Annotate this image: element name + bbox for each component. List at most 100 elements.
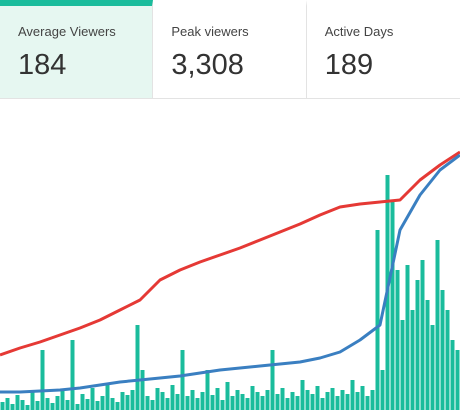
bar bbox=[240, 394, 245, 410]
stat-label: Peak viewers bbox=[171, 24, 249, 39]
bar bbox=[295, 396, 300, 410]
bar bbox=[420, 260, 425, 410]
bar bbox=[400, 320, 405, 410]
bar bbox=[390, 200, 395, 410]
bar bbox=[225, 382, 230, 410]
bar bbox=[50, 403, 55, 410]
bar bbox=[135, 325, 140, 410]
bar bbox=[205, 370, 210, 410]
bar bbox=[450, 340, 455, 410]
bar bbox=[365, 396, 370, 410]
bar bbox=[160, 392, 165, 410]
stat-label: Active Days bbox=[324, 24, 394, 39]
bar bbox=[265, 390, 270, 410]
bar bbox=[285, 398, 290, 410]
bar bbox=[340, 390, 345, 410]
bar bbox=[315, 386, 320, 410]
bar bbox=[200, 392, 205, 410]
stat-tab[interactable]: Average Viewers 184 bbox=[0, 0, 154, 98]
line bbox=[0, 153, 460, 394]
stat-tab[interactable]: Active Days 189 bbox=[307, 0, 460, 98]
bar bbox=[20, 400, 25, 410]
bar bbox=[15, 395, 20, 410]
bar bbox=[105, 385, 110, 410]
bar bbox=[220, 400, 225, 410]
bar bbox=[325, 392, 330, 410]
stat-value: 3,308 bbox=[171, 49, 244, 81]
bar bbox=[140, 370, 145, 410]
bar bbox=[280, 388, 285, 410]
bar bbox=[90, 388, 95, 410]
line bbox=[0, 150, 460, 357]
bar bbox=[215, 388, 220, 410]
bar bbox=[430, 325, 435, 410]
bar bbox=[120, 392, 125, 410]
bar bbox=[25, 405, 30, 410]
bar bbox=[320, 398, 325, 410]
bar bbox=[100, 396, 105, 410]
bar bbox=[115, 402, 120, 410]
stat-value: 189 bbox=[324, 49, 374, 81]
bar bbox=[415, 280, 420, 410]
bar bbox=[245, 398, 250, 410]
bar bbox=[95, 401, 100, 410]
bar bbox=[0, 402, 5, 410]
stat-tab[interactable]: Peak viewers 3,308 bbox=[153, 0, 307, 98]
bar bbox=[170, 385, 175, 410]
bar bbox=[360, 386, 365, 410]
bar bbox=[210, 395, 215, 410]
bar bbox=[290, 392, 295, 410]
bar bbox=[65, 400, 70, 410]
bar bbox=[370, 390, 375, 410]
stat-tabs: Average Viewers 184 Peak viewers 3,308 A… bbox=[0, 0, 460, 99]
bar bbox=[195, 398, 200, 410]
bar bbox=[330, 388, 335, 410]
bar bbox=[440, 290, 445, 410]
bar bbox=[445, 310, 450, 410]
bar bbox=[85, 399, 90, 410]
bar bbox=[230, 396, 235, 410]
bar bbox=[45, 398, 50, 410]
bar bbox=[130, 390, 135, 410]
bar bbox=[355, 392, 360, 410]
bar bbox=[375, 230, 380, 410]
stat-label: Average Viewers bbox=[18, 24, 116, 39]
bar bbox=[410, 310, 415, 410]
bar bbox=[10, 404, 15, 410]
bar bbox=[185, 396, 190, 410]
bar bbox=[270, 350, 275, 410]
bar bbox=[155, 388, 160, 410]
bar bbox=[310, 394, 315, 410]
bar bbox=[175, 394, 180, 410]
bar bbox=[425, 300, 430, 410]
bar bbox=[275, 394, 280, 410]
bar bbox=[165, 398, 170, 410]
bar bbox=[380, 370, 385, 410]
bar bbox=[435, 240, 440, 410]
bar bbox=[150, 400, 155, 410]
bar bbox=[80, 394, 85, 410]
bar bbox=[180, 350, 185, 410]
bar bbox=[305, 390, 310, 410]
bar bbox=[35, 401, 40, 410]
bar bbox=[350, 380, 355, 410]
bar bbox=[40, 350, 45, 410]
bar bbox=[60, 390, 65, 410]
bar bbox=[190, 390, 195, 410]
bar bbox=[250, 386, 255, 410]
bar bbox=[235, 390, 240, 410]
bar bbox=[75, 404, 80, 410]
bar bbox=[455, 350, 460, 410]
bar bbox=[405, 265, 410, 410]
bar bbox=[70, 340, 75, 410]
bar bbox=[345, 394, 350, 410]
bar bbox=[260, 396, 265, 410]
bar bbox=[255, 392, 260, 410]
bar bbox=[300, 380, 305, 410]
bar bbox=[55, 396, 60, 410]
bar bbox=[30, 392, 35, 410]
bar bbox=[145, 396, 150, 410]
bar bbox=[335, 396, 340, 410]
bar bbox=[110, 398, 115, 410]
